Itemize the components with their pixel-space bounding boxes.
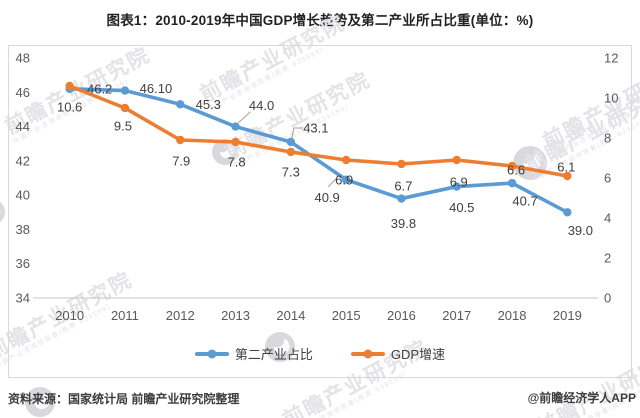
data-label: 40.9 xyxy=(314,190,339,205)
label-leader-line xyxy=(291,127,303,139)
legend-item-secondary-industry: 第二产业占比 xyxy=(194,344,313,363)
data-point-marker xyxy=(341,175,351,184)
label-leader-line xyxy=(327,177,338,188)
chart-legend: 第二产业占比 GDP增速 xyxy=(0,344,640,363)
y-axis-tick-right: 10 xyxy=(604,91,618,106)
data-point-marker xyxy=(507,161,517,171)
data-label: 40.5 xyxy=(449,200,474,215)
data-label: 46.2 xyxy=(87,81,112,96)
data-point-marker xyxy=(286,147,296,157)
x-axis-tick: 2016 xyxy=(387,308,416,323)
y-axis-tick-left: 38 xyxy=(16,222,30,237)
data-label: 7.8 xyxy=(228,155,246,170)
x-axis-tick: 2013 xyxy=(221,308,250,323)
data-label: 45.3 xyxy=(196,97,221,112)
x-axis-tick: 2011 xyxy=(111,308,139,323)
data-point-marker xyxy=(65,81,74,91)
data-label: 43.1 xyxy=(303,121,328,136)
series-line-secondary-industry xyxy=(67,87,570,215)
data-label: 6.7 xyxy=(394,179,412,194)
data-label: 39.8 xyxy=(391,216,416,231)
data-label: 9.5 xyxy=(114,119,132,134)
data-point-marker xyxy=(231,137,240,147)
data-point-marker xyxy=(397,194,406,203)
data-label: 6.1 xyxy=(557,160,575,175)
y-axis-tick-right: 6 xyxy=(604,171,611,186)
x-axis-tick: 2017 xyxy=(442,308,471,323)
y-axis-tick-right: 12 xyxy=(604,51,618,66)
data-label: 7.3 xyxy=(282,165,300,180)
series-line-gdp-growth xyxy=(67,84,570,178)
data-label: 46.10 xyxy=(140,81,173,96)
data-label: 39.0 xyxy=(568,223,593,238)
data-label: 40.7 xyxy=(512,194,537,209)
data-point-marker xyxy=(176,135,185,145)
x-axis-tick: 2015 xyxy=(332,308,361,323)
y-axis-tick-right: 4 xyxy=(604,211,611,226)
data-point-marker xyxy=(452,182,461,191)
data-point-marker xyxy=(231,122,240,131)
legend-label-gdp-growth: GDP增速 xyxy=(390,347,446,362)
y-axis-tick-right: 0 xyxy=(604,291,611,306)
y-axis-tick-left: 40 xyxy=(16,188,30,203)
x-axis-tick: 2010 xyxy=(55,308,84,323)
x-axis-tick: 2019 xyxy=(553,308,582,323)
y-axis-tick-left: 36 xyxy=(16,256,30,271)
y-axis-tick-left: 46 xyxy=(16,85,30,100)
data-point-marker xyxy=(563,208,572,217)
y-axis-tick-left: 44 xyxy=(16,119,30,134)
data-point-marker xyxy=(120,86,130,95)
x-axis-tick: 2014 xyxy=(276,308,305,323)
data-label: 6.9 xyxy=(450,175,468,190)
data-label: 10.6 xyxy=(57,100,82,115)
data-point-marker xyxy=(286,137,296,147)
y-axis-tick-right: 8 xyxy=(604,131,611,146)
data-point-marker xyxy=(176,100,185,109)
data-point-marker xyxy=(120,103,130,113)
data-point-marker xyxy=(563,171,572,181)
data-label: 6.6 xyxy=(507,163,525,178)
label-leader-line xyxy=(238,111,251,123)
data-point-marker xyxy=(452,155,461,165)
legend-label-secondary-industry: 第二产业占比 xyxy=(234,347,313,362)
source-note: 资料来源：国家统计局 前瞻产业研究院整理 xyxy=(8,392,240,406)
credit-note: @前瞻经济学人APP xyxy=(527,391,636,405)
x-axis-tick: 2012 xyxy=(166,308,195,323)
data-point-marker xyxy=(507,178,517,188)
y-axis-tick-right: 2 xyxy=(604,251,611,266)
legend-dot-orange xyxy=(363,349,373,358)
data-point-marker xyxy=(341,155,351,165)
data-label: 6.9 xyxy=(335,173,353,188)
x-axis-tick: 2018 xyxy=(498,308,527,323)
legend-line-marker-orange xyxy=(350,349,385,358)
data-point-marker xyxy=(397,159,406,169)
legend-line-marker-blue xyxy=(194,349,229,358)
data-label: 44.0 xyxy=(249,98,274,113)
legend-item-gdp-growth: GDP增速 xyxy=(350,344,446,363)
chart-title: 图表1：2010-2019年中国GDP增长趋势及第二产业所占比重(单位：%) xyxy=(106,13,534,28)
y-axis-tick-left: 48 xyxy=(16,51,30,66)
y-axis-tick-left: 42 xyxy=(16,153,30,168)
data-label: 7.9 xyxy=(172,154,190,169)
chart-plot-box xyxy=(8,45,632,378)
legend-dot-blue xyxy=(207,349,217,358)
y-axis-tick-left: 34 xyxy=(16,291,30,306)
